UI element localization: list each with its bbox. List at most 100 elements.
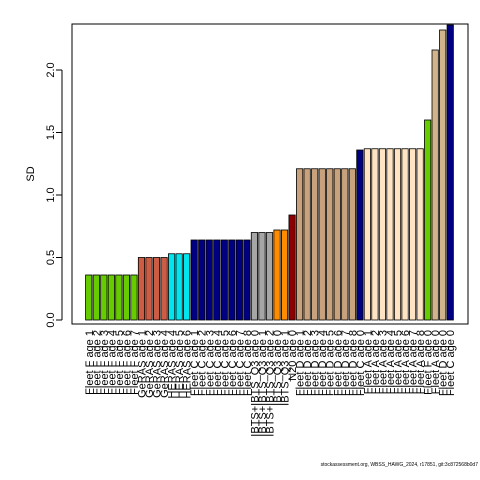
x-tick-label: Fleet A age 6 xyxy=(400,330,412,394)
x-tick-label: Fleet D age 5 xyxy=(325,330,337,396)
x-tick-label: Fleet A age 2 xyxy=(370,330,382,394)
bar xyxy=(235,239,243,321)
x-tick-label: GeRAS age 3 xyxy=(152,330,164,398)
x-tick-label: Fleet D age 0 xyxy=(438,330,450,396)
bar xyxy=(409,148,417,321)
x-tick-label: Fleet D age 2 xyxy=(302,330,314,396)
x-tick-label: Fleet A age 3 xyxy=(377,330,389,394)
y-tick-label: 2.0 xyxy=(45,62,57,77)
bar xyxy=(122,274,130,321)
x-tick-label: GeRAS age 1 xyxy=(136,330,148,398)
bar xyxy=(333,168,341,321)
bar xyxy=(137,257,146,321)
x-tick-label: HERAS age 5 xyxy=(174,330,186,398)
bar xyxy=(205,239,213,321)
bar xyxy=(175,253,183,321)
bar xyxy=(303,168,311,321)
bar xyxy=(318,168,326,321)
bar xyxy=(363,148,371,321)
x-tick-label: Fleet F age 5 xyxy=(114,330,126,395)
bar xyxy=(183,253,191,321)
bar xyxy=(273,229,281,321)
bar xyxy=(386,148,394,321)
bar xyxy=(130,274,138,321)
x-tick-label: Fleet C age 6 xyxy=(227,330,239,396)
x-tick-label: Fleet A age 5 xyxy=(393,330,405,394)
x-tick-label: Fleet D age 7 xyxy=(340,330,352,396)
x-tick-label: IBTS+IBTS_Q3 age 0 xyxy=(249,330,261,437)
bar xyxy=(280,229,289,321)
bars-group xyxy=(85,24,454,321)
bar xyxy=(288,214,296,321)
bar xyxy=(107,274,115,321)
bar xyxy=(296,168,304,321)
x-tick-label: Fleet D age 3 xyxy=(310,330,322,396)
bar xyxy=(356,149,364,321)
bar xyxy=(152,257,161,321)
bar xyxy=(393,148,402,321)
x-tick-label: Fleet F age 4 xyxy=(106,330,118,395)
y-tick-label: 0.0 xyxy=(45,312,57,327)
bar xyxy=(431,49,439,321)
bar xyxy=(213,239,221,321)
x-tick-label: Fleet A age 0 xyxy=(430,330,442,394)
bar xyxy=(401,148,409,321)
x-tick-label: IBTS+IBTS_Q3 age 2 xyxy=(265,330,277,437)
bar xyxy=(446,24,454,321)
bar xyxy=(326,168,334,321)
x-tick-label: Fleet C age 8 xyxy=(242,330,254,396)
x-tick-label: Fleet C age 2 xyxy=(197,330,209,396)
x-tick-label: Fleet C age 4 xyxy=(212,330,224,396)
bar xyxy=(115,274,123,321)
bar xyxy=(258,232,266,321)
y-tick-label: 1.5 xyxy=(45,125,57,140)
bar xyxy=(85,274,93,321)
y-tick-label: 1.0 xyxy=(45,187,57,202)
x-tick-label: Fleet A age 8 xyxy=(415,330,427,394)
x-tick-label: GeRAS age 2 xyxy=(144,330,156,398)
bar xyxy=(168,253,176,321)
y-tick-label: 0.5 xyxy=(45,250,57,265)
bar xyxy=(348,168,356,321)
x-tick-label: Fleet F age 2 xyxy=(91,330,103,395)
x-tick-label: Fleet A age 4 xyxy=(385,330,397,394)
x-tick-label: Fleet D age 6 xyxy=(332,330,344,396)
footer-watermark: stockassessment.org, WBSS_HAWG_2024, r17… xyxy=(321,462,479,468)
x-tick-label: Fleet F age 3 xyxy=(99,330,111,395)
x-tick-label: Fleet F age 6 xyxy=(121,330,133,395)
bar xyxy=(424,119,432,321)
bar xyxy=(228,239,236,321)
x-tick-label: Fleet F age 1 xyxy=(84,330,96,395)
bar xyxy=(92,274,100,321)
x-tick-label: Fleet D age 8 xyxy=(347,330,359,396)
x-tick-label: Fleet A age 1 xyxy=(362,330,374,394)
bar xyxy=(220,239,228,321)
bar xyxy=(160,257,168,321)
bar xyxy=(439,29,447,321)
y-axis: 0.0 0.5 1.0 1.5 2.0 xyxy=(45,62,63,328)
bar xyxy=(341,168,349,321)
y-axis-label: SD xyxy=(25,166,37,181)
x-tick-label: GeRAS age 4 xyxy=(159,330,171,398)
bar xyxy=(100,274,108,321)
x-tick-label: HERAS age 4 xyxy=(167,330,179,398)
x-tick-label: Fleet C age 0 xyxy=(445,330,457,396)
bar xyxy=(190,239,198,321)
bar xyxy=(311,168,319,321)
bar xyxy=(250,232,259,321)
plot-frame xyxy=(71,23,469,325)
x-tick-label: HERAS age 6 xyxy=(182,330,194,398)
x-tick-label: IBTS+IBTS_Q3 age 1 xyxy=(257,330,269,437)
x-tick-label: Fleet C age 1 xyxy=(189,330,201,396)
x-tick-label: Fleet C age 3 xyxy=(204,330,216,396)
bar xyxy=(145,257,153,321)
bar xyxy=(371,148,379,321)
x-tick-label: IBTS_Q3 age 0 xyxy=(272,330,284,406)
bar xyxy=(416,148,424,321)
bar xyxy=(378,148,387,321)
x-tick-label: Fleet C age 0 xyxy=(355,330,367,396)
x-tick-label: Fleet F age 7 xyxy=(129,330,141,395)
bar xyxy=(198,239,206,321)
